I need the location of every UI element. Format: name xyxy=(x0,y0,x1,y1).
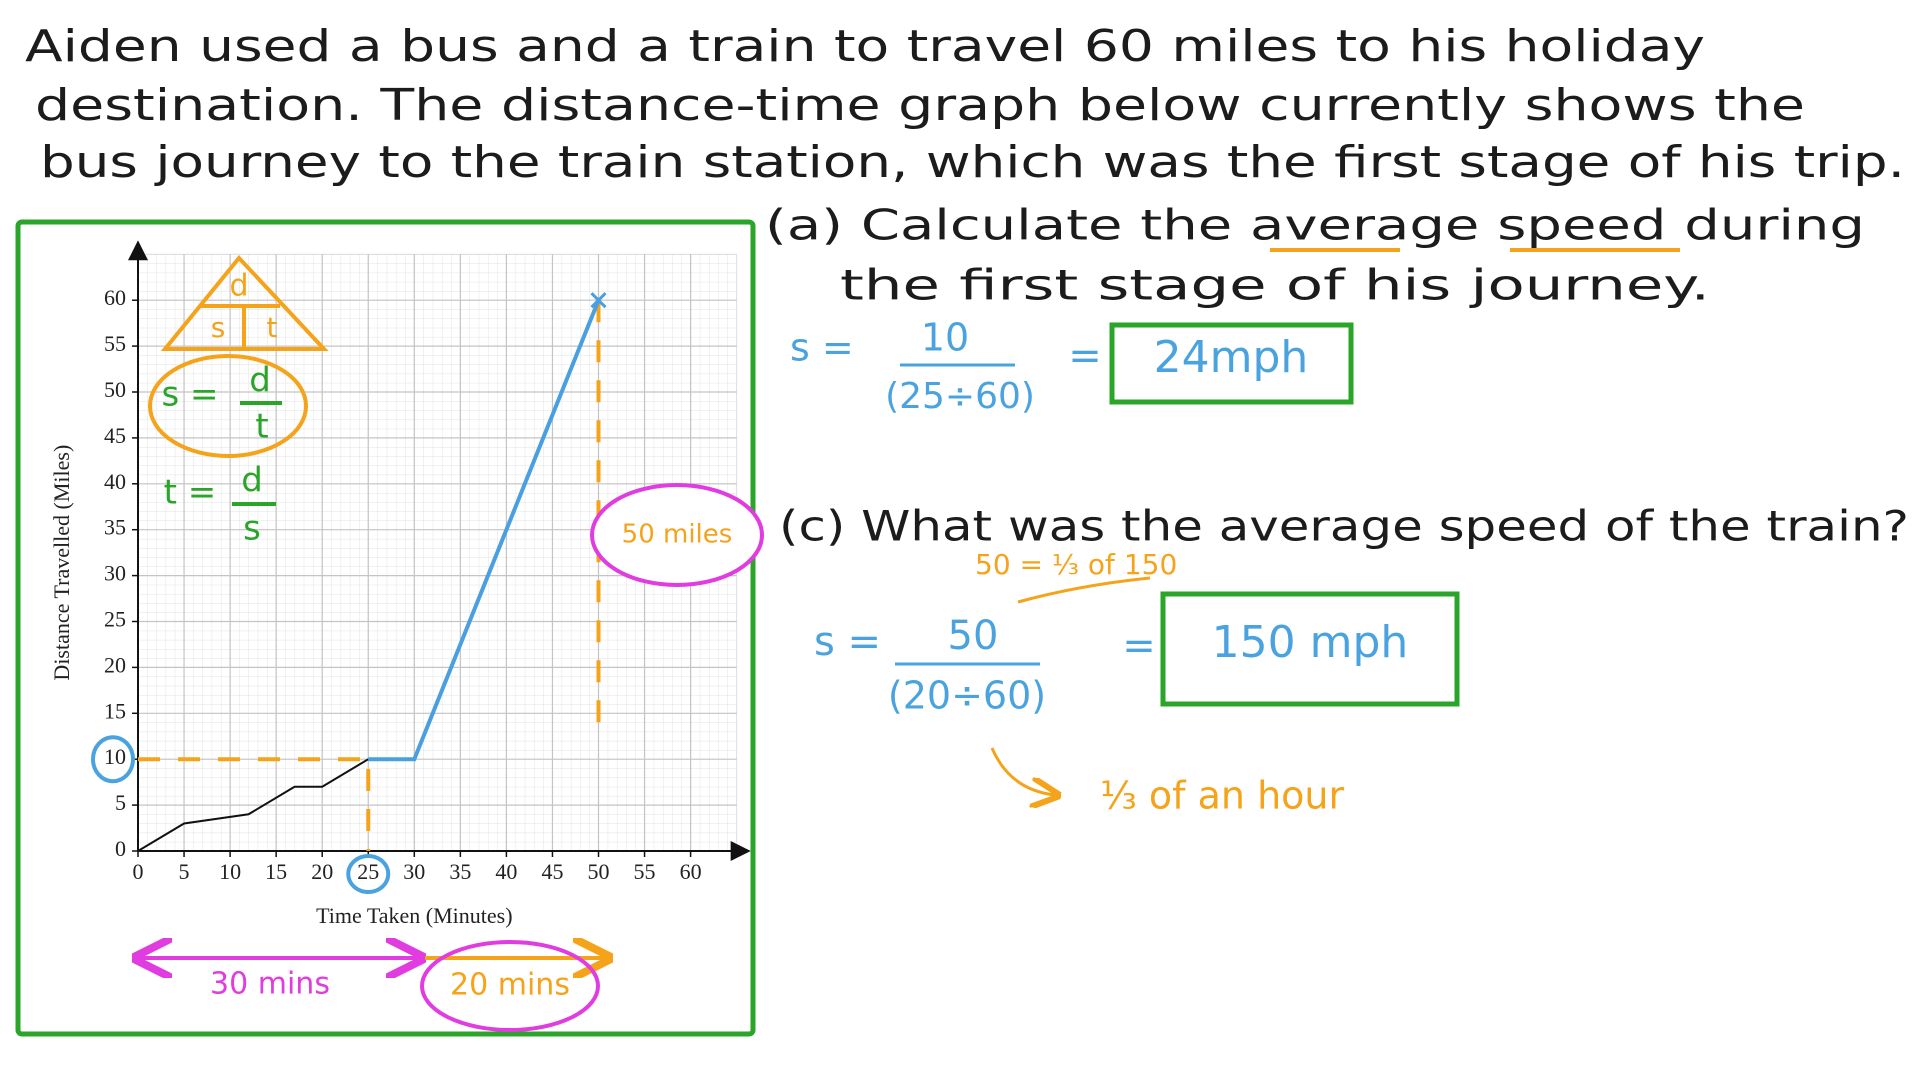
highlight-circle xyxy=(420,940,600,1032)
triangle-label: t xyxy=(267,311,278,344)
y-tick-label: 60 xyxy=(104,285,126,310)
x-tick-label: 30 xyxy=(403,859,425,884)
x-tick-label: 15 xyxy=(265,859,287,884)
formula-den: t xyxy=(255,407,268,447)
equals: = xyxy=(1122,623,1156,669)
note: ⅓ of an hour xyxy=(1100,774,1344,818)
y-tick-label: 40 xyxy=(104,469,126,494)
triangle-label: d xyxy=(229,269,248,304)
data-line xyxy=(368,299,601,762)
x-tick-label: 45 xyxy=(541,859,563,884)
formula-lhs: s = xyxy=(790,326,854,370)
plot: 0 5 10 15 20 25 30 35 40 45 50 55 60 0 5 10 15 20 25 30 35 40… xyxy=(49,240,751,928)
x-tick-label: 40 xyxy=(495,859,517,884)
x-tick-label: 5 xyxy=(179,859,190,884)
y-tick-label: 25 xyxy=(104,607,126,632)
part-a-question: the first stage of his journey. xyxy=(840,261,1710,310)
answer: 150 mph xyxy=(1212,617,1409,668)
formula-num: d xyxy=(249,361,271,401)
y-tick-label: 30 xyxy=(104,561,126,586)
x-tick-label: 60 xyxy=(680,859,702,884)
answer-box xyxy=(1109,322,1354,405)
y-axis-label: Distance Travelled (Miles) xyxy=(49,445,74,681)
note: 50 = ⅓ of 150 xyxy=(975,548,1177,581)
formula-num: d xyxy=(241,461,263,501)
guide-line xyxy=(138,757,371,851)
formula-lhs: t = xyxy=(164,473,217,513)
y-tick-label: 20 xyxy=(104,652,126,677)
x-tick-label: 10 xyxy=(219,859,241,884)
denominator: (20÷60) xyxy=(888,674,1046,718)
part-c-question: (c) What was the average speed of the tr… xyxy=(779,502,1909,551)
question-line: Aiden used a bus and a train to travel 6… xyxy=(25,21,1705,72)
y-tick-label: 35 xyxy=(104,515,126,540)
x-tick-label: 50 xyxy=(588,859,610,884)
question-line: destination. The distance-time graph bel… xyxy=(35,80,1805,131)
x-axis-label: Time Taken (Minutes) xyxy=(316,903,512,928)
numerator: 50 xyxy=(948,613,999,659)
triangle-label: s xyxy=(211,311,226,344)
formula-lhs: s = xyxy=(161,375,218,415)
y-tick-label: 10 xyxy=(104,744,126,769)
note-arrow xyxy=(990,747,1055,795)
y-tick-label: 55 xyxy=(104,331,126,356)
bus-time: 30 mins xyxy=(210,967,330,1002)
y-tick-label: 50 xyxy=(104,377,126,402)
chart-frame xyxy=(15,219,756,1037)
end-marker xyxy=(590,292,607,309)
highlight-circle xyxy=(346,854,391,894)
y-tick-label: 45 xyxy=(104,423,126,448)
highlight-circle xyxy=(590,483,764,587)
answer-box xyxy=(1160,591,1460,707)
denominator: (25÷60) xyxy=(885,376,1035,417)
y-tick-label: 15 xyxy=(104,698,126,723)
train-time: 20 mins xyxy=(450,968,570,1003)
x-tick-label: 35 xyxy=(449,859,471,884)
x-tick-label: 25 xyxy=(357,859,379,884)
data-line xyxy=(137,758,369,852)
formula-circle xyxy=(148,354,308,458)
note-link xyxy=(1017,576,1151,604)
highlight-circle xyxy=(91,735,135,784)
distance-label: 50 miles xyxy=(622,520,733,550)
part-a-question: (a) Calculate the average speed during xyxy=(765,201,1865,250)
y-tick-label: 0 xyxy=(115,836,126,861)
x-tick-label: 0 xyxy=(133,859,144,884)
x-tick-label: 55 xyxy=(634,859,656,884)
answer: 24mph xyxy=(1154,332,1309,383)
numerator: 10 xyxy=(921,316,969,360)
x-tick-label: 20 xyxy=(311,859,333,884)
equals: = xyxy=(1068,333,1102,379)
formula-triangle xyxy=(160,254,329,351)
formula-lhs: s = xyxy=(814,619,881,665)
question-line: bus journey to the train station, which … xyxy=(40,137,1905,188)
formula-den: s xyxy=(243,509,261,549)
y-tick-label: 5 xyxy=(115,790,126,815)
